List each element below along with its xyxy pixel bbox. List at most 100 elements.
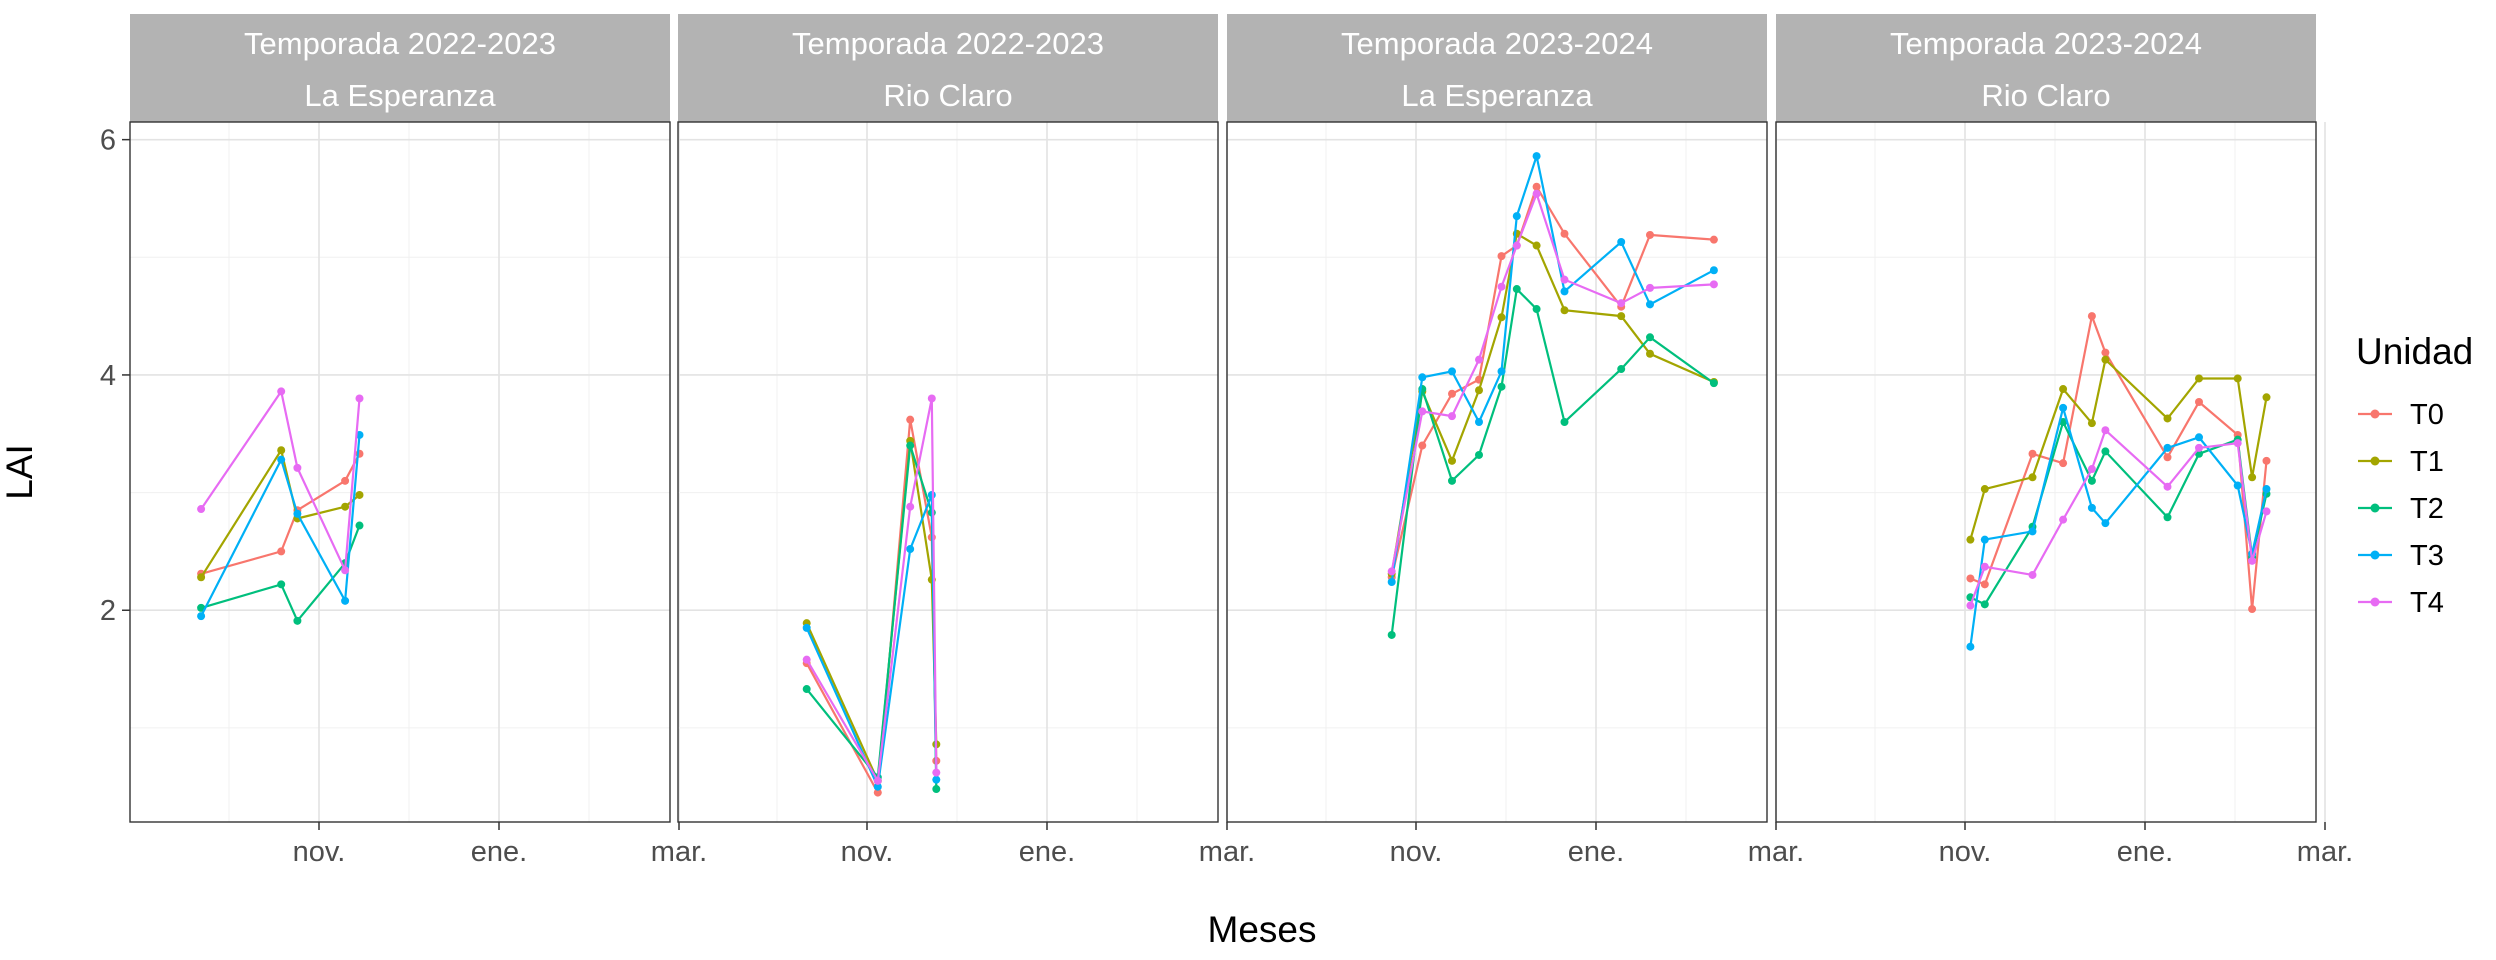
panel-border [129,121,671,823]
strip-label-season: Temporada 2023-2024 [1341,26,1653,61]
data-point-t0 [1497,252,1506,261]
data-point-t4 [2087,465,2096,474]
data-point-t2 [293,616,302,625]
data-point-t3 [2059,403,2068,412]
data-point-t1 [2233,374,2242,383]
facet-panel: Temporada 2022-2023 La Esperanza nov. ene. m… [129,14,707,868]
data-point-t3 [2233,481,2242,490]
strip-label-site: La Esperanza [304,78,496,113]
strip-background [1776,14,2316,122]
facet-panels: 2 4 6 Temporada 2022-2023 La Esperanza nov. en… [100,14,2353,868]
data-point-t2 [1387,630,1396,639]
x-tick-label: nov. [1939,836,1992,868]
data-point-t2 [1560,418,1569,426]
data-point-t4 [1980,562,1989,571]
facet-panel: Temporada 2023-2024 La Esperanza nov. ene. m… [1226,14,1804,868]
y-axis-title: LAI [0,444,40,500]
data-point-t0 [277,547,286,556]
series-line-t2 [1390,286,1715,636]
data-point-t1 [197,573,206,582]
data-point-t1 [1617,312,1626,321]
data-point-t0 [1709,235,1718,244]
legend-item-t3: T3 [2358,540,2444,572]
data-point-t1 [1560,306,1569,315]
data-point-t3 [1560,287,1569,296]
data-point-t0 [1532,182,1541,191]
y-tick-label: 2 [100,595,116,627]
strip-background [678,14,1218,122]
x-tick-label: nov. [841,836,894,868]
legend-item-t1: T1 [2358,446,2444,478]
legend-label: T3 [2410,540,2444,572]
strip-label-site: La Esperanza [1401,78,1593,113]
data-point-t2 [1532,305,1541,314]
data-point-t2 [2101,447,2110,456]
strip-label-season: Temporada 2023-2024 [1890,26,2202,61]
data-point-t1 [2101,355,2110,364]
series-line-t1 [1390,232,1715,574]
data-point-t3 [1980,535,1989,544]
data-point-t3 [1512,212,1521,221]
series-line-t3 [1390,151,1715,583]
facet-panel: Temporada 2022-2023 Rio Claro nov. ene. mar. [677,14,1255,868]
data-point-t2 [1617,365,1626,374]
data-point-t3 [1497,367,1506,376]
data-point-t1 [2248,473,2257,482]
data-point-t1 [277,446,286,455]
x-tick-label: ene. [471,836,527,868]
x-tick-label: ene. [1019,836,1075,868]
data-point-t3 [2101,519,2110,528]
data-point-t1 [2028,473,2037,482]
legend-item-t2: T2 [2358,493,2444,525]
data-point-t2 [355,521,364,530]
data-point-t4 [2028,570,2037,579]
strip-label-site: Rio Claro [883,78,1012,113]
data-point-t2 [277,580,286,589]
strip-label-site: Rio Claro [1981,78,2110,113]
data-point-t1 [1532,241,1541,250]
data-point-t1 [1966,535,1975,544]
series-line-t2 [1969,418,2268,606]
data-point-t4 [197,505,206,514]
data-point-t2 [1475,450,1483,459]
legend-label: T1 [2410,446,2444,478]
data-point-t1 [2163,414,2172,423]
data-point-t3 [1475,418,1483,426]
data-point-t4 [2233,439,2242,448]
data-point-t2 [1980,600,1989,609]
data-point-t3 [2163,443,2172,452]
series-line-t4 [200,388,361,575]
data-point-t4 [2101,426,2110,435]
data-point-t4 [1646,283,1654,292]
data-point-t3 [2195,433,2203,442]
data-point-t4 [2262,507,2271,516]
data-point-t2 [1448,476,1456,485]
data-point-t4 [1475,355,1483,364]
data-point-t3 [1617,238,1626,246]
x-tick-label: ene. [1568,836,1624,868]
data-point-t0 [2087,312,2096,321]
data-point-t4 [1387,567,1396,576]
data-point-t0 [1560,229,1569,238]
x-tick-label: ene. [2117,836,2173,868]
data-point-t3 [1532,152,1541,161]
data-point-t3 [802,623,811,632]
panel-border [677,121,1219,823]
data-point-t0 [2028,449,2037,458]
data-point-t3 [927,490,936,499]
data-point-t0 [2195,398,2203,406]
data-point-t2 [1709,379,1718,388]
data-point-t3 [1448,367,1456,376]
data-point-t4 [341,566,350,575]
data-point-t4 [355,394,364,403]
data-point-t0 [1646,230,1654,239]
data-point-t3 [932,775,941,784]
data-point-t3 [2087,503,2096,512]
data-point-t4 [1617,299,1626,308]
strip-background [1227,14,1767,122]
legend-key-point [2370,503,2380,513]
series-line-t1 [1969,357,2268,540]
data-point-t4 [1448,412,1456,421]
data-point-t3 [906,545,915,554]
data-point-t4 [873,776,882,785]
